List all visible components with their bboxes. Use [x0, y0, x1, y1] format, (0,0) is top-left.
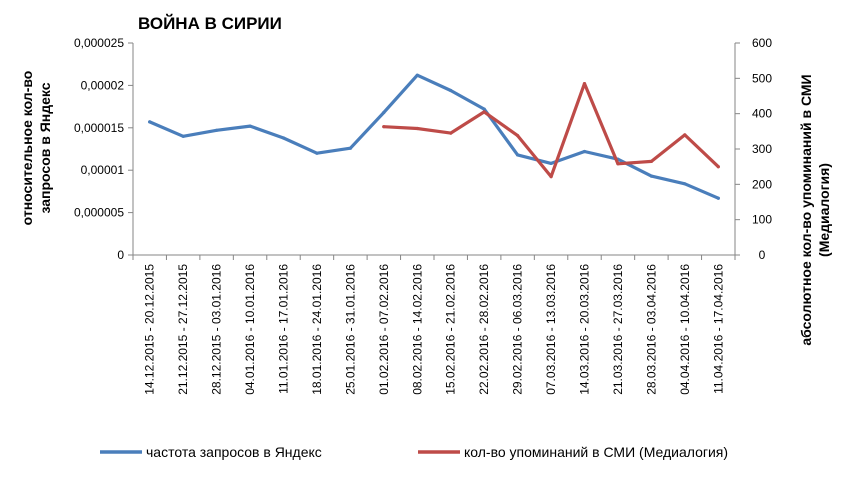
x-tick-label: 15.02.2016 - 21.02.2016 [444, 264, 458, 395]
x-tick-label: 21.12.2015 - 27.12.2015 [176, 264, 190, 395]
data-point [348, 146, 352, 150]
data-point [716, 165, 720, 169]
chart-title: ВОЙНА В СИРИИ [138, 14, 282, 33]
x-tick-label: 14.03.2016 - 20.03.2016 [578, 264, 592, 395]
y2-axis-label-line: (Медиалогия) [816, 163, 832, 257]
data-point [315, 151, 319, 155]
data-point [215, 128, 219, 132]
y-tick-label: 0,00002 [81, 78, 125, 92]
x-axis-ticks: 14.12.2015 - 20.12.2015 21.12.2015 - 27.1… [132, 255, 736, 395]
legend-label: частота запросов в Яндекс [146, 444, 322, 460]
data-point [281, 136, 286, 140]
data-point [649, 159, 654, 163]
data-point [582, 149, 587, 154]
legend: частота запросов в Яндекс кол-во упоминан… [100, 444, 728, 460]
y-axis-label-line: запросов в Яндекс [37, 82, 53, 213]
data-point [482, 107, 486, 111]
data-point [148, 120, 152, 124]
data-point [616, 162, 620, 166]
data-point [482, 110, 486, 114]
x-tick-label: 14.12.2015 - 20.12.2015 [143, 264, 157, 395]
x-tick-label: 22.02.2016 - 28.02.2016 [477, 264, 491, 395]
y2-tick-label: 400 [752, 107, 772, 121]
y-axis-ticks: 0 0,000005 0,00001 0,000015 0,00002 0,000025 [74, 36, 133, 262]
data-point [415, 73, 419, 77]
data-point [382, 125, 386, 129]
data-point [181, 134, 185, 138]
y2-tick-label: 0 [759, 248, 766, 262]
y-tick-label: 0,000005 [74, 206, 124, 220]
y2-axis-label: абсолютное кол-во упоминаний в СМИ (Медиа… [798, 74, 832, 345]
data-point [716, 196, 720, 200]
x-tick-label: 04.04.2016 - 10.04.2016 [678, 264, 692, 395]
data-point [516, 134, 520, 138]
data-point [248, 124, 252, 128]
data-point [415, 126, 419, 131]
y2-tick-label: 200 [752, 177, 772, 191]
y2-tick-label: 500 [752, 71, 772, 85]
data-point [649, 174, 654, 178]
x-tick-label: 29.02.2016 - 06.03.2016 [511, 264, 525, 395]
x-tick-label: 11.01.2016 - 17.01.2016 [277, 264, 291, 394]
x-tick-label: 21.03.2016 - 27.03.2016 [611, 264, 625, 395]
x-tick-label: 11.04.2016 - 17.04.2016 [711, 264, 725, 394]
data-point [516, 153, 520, 157]
y2-tick-label: 100 [752, 213, 772, 227]
y-tick-label: 0,000025 [74, 36, 124, 50]
data-point [549, 161, 553, 165]
data-point [582, 82, 587, 86]
legend-label: кол-во упоминаний в СМИ (Медиалогия) [464, 444, 728, 460]
data-point [683, 182, 687, 186]
y-axis-label-line: относительное кол-во [19, 71, 35, 226]
data-point [449, 88, 453, 93]
x-tick-label: 08.02.2016 - 14.02.2016 [410, 264, 424, 395]
y-tick-label: 0,00001 [81, 163, 125, 177]
x-tick-label: 25.01.2016 - 31.01.2016 [343, 264, 357, 395]
y2-axis-ticks: 0 100 200 300 400 500 600 [735, 36, 772, 262]
x-tick-label: 18.01.2016 - 24.01.2016 [310, 264, 324, 395]
x-tick-label: 28.12.2015 - 03.01.2016 [210, 264, 224, 395]
x-tick-label: 28.03.2016 - 03.04.2016 [644, 264, 658, 395]
y-axis-label: относительное кол-во запросов в Яндекс [19, 71, 53, 226]
y2-axis-label-line: абсолютное кол-во упоминаний в СМИ [798, 74, 814, 345]
data-point [382, 110, 386, 115]
series-line-1 [148, 73, 720, 200]
y-tick-label: 0,000015 [74, 121, 124, 135]
y2-tick-label: 600 [752, 36, 772, 50]
data-point [683, 133, 687, 137]
x-tick-label: 07.03.2016 - 13.03.2016 [544, 264, 558, 395]
data-point [549, 175, 553, 179]
x-tick-label: 01.02.2016 - 07.02.2016 [377, 264, 391, 395]
y-tick-label: 0 [117, 248, 124, 262]
data-point [449, 131, 453, 135]
x-tick-label: 04.01.2016 - 10.01.2016 [243, 264, 257, 395]
series-lines [148, 73, 720, 200]
y2-tick-label: 300 [752, 142, 772, 156]
